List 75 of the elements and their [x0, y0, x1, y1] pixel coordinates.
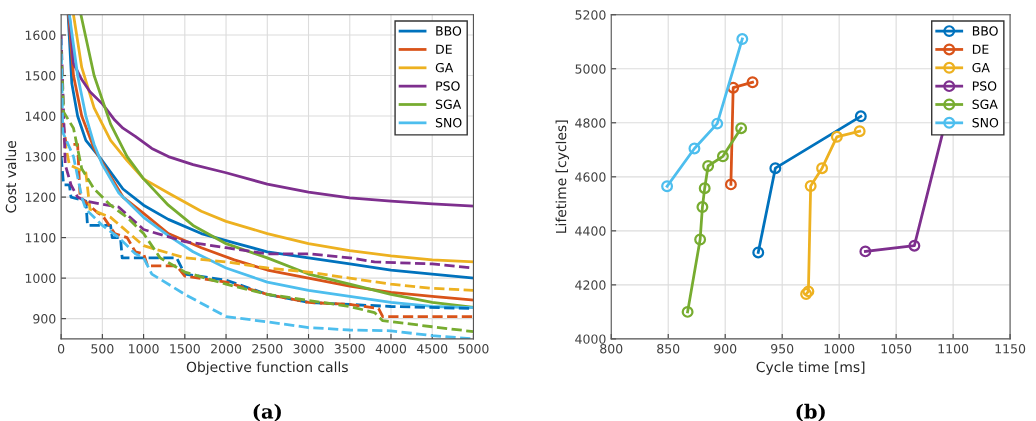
- point: [908, 239, 921, 252]
- x-tick-label: 5000: [458, 343, 489, 354]
- x-tick-label: 1100: [938, 343, 969, 354]
- x-tick-label: 3500: [334, 343, 365, 354]
- y-tick-label: 4400: [575, 226, 606, 236]
- y-tick-label: 4000: [575, 334, 606, 344]
- legend-label: DE: [972, 44, 989, 54]
- legend-label: GA: [972, 62, 990, 73]
- x-tick-label: 3000: [293, 343, 324, 354]
- y-tick-label: 1500: [25, 70, 56, 81]
- legend-label: BBO: [972, 26, 998, 36]
- point: [696, 201, 709, 214]
- point: [698, 182, 711, 195]
- y-tick-label: 4200: [575, 280, 606, 290]
- x-tick-label: 800: [600, 343, 623, 354]
- legend-label: BBO: [436, 26, 462, 36]
- y-tick-label: 5000: [575, 64, 606, 74]
- y-tick-label: 1400: [25, 111, 56, 121]
- legend-label: SNO: [972, 117, 999, 128]
- point: [735, 122, 748, 135]
- text: (a): [253, 403, 281, 421]
- point: [727, 81, 740, 94]
- point: [752, 246, 765, 259]
- point: [661, 180, 674, 193]
- x-tick-label: 2000: [211, 343, 242, 354]
- x-tick-label: 950: [771, 343, 794, 354]
- y-tick-label: 5200: [575, 10, 606, 20]
- x-tick-label: 2500: [252, 343, 283, 354]
- y-axis-title: Lifetime [cycles]: [555, 120, 570, 233]
- point: [681, 305, 694, 318]
- point: [853, 125, 866, 138]
- x-tick-label: 1000: [824, 343, 855, 354]
- y-tick-label: 900: [33, 314, 56, 324]
- legend-label: GA: [435, 62, 454, 73]
- y-tick-label: 1600: [25, 30, 56, 40]
- point: [702, 160, 715, 172]
- point: [724, 178, 737, 191]
- x-tick-label: 1000: [129, 343, 159, 354]
- point: [804, 180, 817, 192]
- y-tick-label: 1000: [25, 273, 56, 284]
- legend-label: SGA: [972, 99, 998, 110]
- point: [711, 117, 724, 130]
- point: [746, 76, 759, 89]
- x-tick-label: 850: [657, 343, 680, 354]
- point: [830, 130, 843, 143]
- point: [716, 150, 729, 163]
- y-axis-title: Cost value: [5, 140, 17, 213]
- point: [769, 162, 782, 175]
- point: [859, 245, 872, 258]
- y-tick-label: 4800: [575, 118, 606, 128]
- y-tick-label: 1100: [25, 233, 56, 243]
- x-tick-label: 1050: [881, 343, 912, 354]
- y-tick-label: 4600: [575, 172, 606, 182]
- point: [694, 233, 707, 246]
- x-tick-label: 1500: [170, 343, 200, 354]
- x-axis-title: Objective function calls: [186, 361, 348, 375]
- x-tick-label: 4500: [416, 343, 448, 354]
- legend-label: DE: [436, 44, 452, 54]
- legend-label: PSO: [972, 81, 997, 91]
- point: [816, 162, 829, 175]
- x-tick-label: 0: [57, 343, 65, 354]
- legend-label: SNO: [435, 117, 462, 128]
- x-tick-label: 500: [91, 343, 114, 354]
- point: [736, 33, 749, 46]
- x-tick-label: 4000: [375, 343, 407, 354]
- x-tick-label: 900: [714, 343, 737, 354]
- legend-label: SGA: [435, 99, 462, 110]
- legend-label: PSO: [436, 81, 460, 91]
- y-tick-label: 1200: [25, 192, 56, 203]
- text: (b): [796, 403, 825, 421]
- x-tick-label: 1150: [995, 343, 1026, 354]
- x-axis-title: Cycle time [ms]: [756, 361, 865, 375]
- point: [854, 110, 867, 123]
- point: [688, 142, 701, 155]
- y-tick-label: 1300: [25, 152, 56, 162]
